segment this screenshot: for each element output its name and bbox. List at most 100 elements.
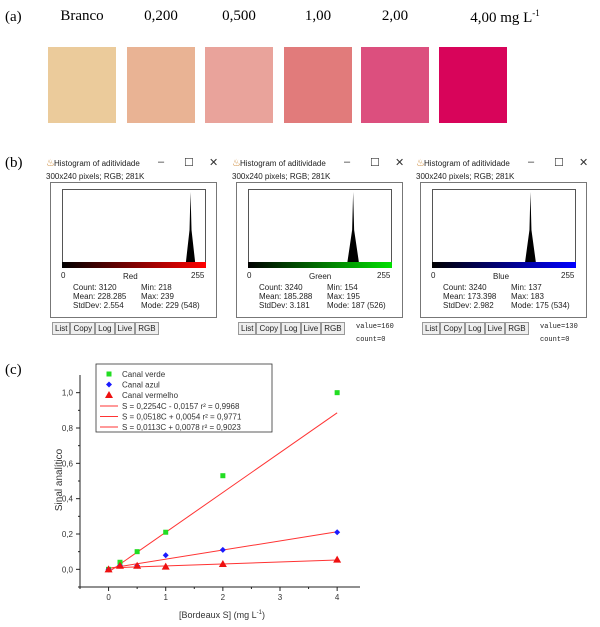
x-tick-label: 1: [163, 593, 168, 602]
count-readout: count=0: [356, 336, 386, 344]
concentration-text: 1,00: [304, 8, 332, 24]
cursor-readout: value=160 count=0: [356, 321, 394, 347]
maximize-button[interactable]: ☐: [184, 157, 194, 169]
copy-button[interactable]: Copy: [70, 322, 96, 335]
concentration-text: 0,500: [222, 8, 256, 24]
list-button[interactable]: List: [52, 322, 71, 335]
legend-fit-label: S = 0,0518C + 0,0054 r² = 0,9771: [122, 413, 242, 422]
panel-c-label: (c): [5, 362, 22, 378]
concentration-text: 2,00: [381, 8, 409, 24]
histogram-app-icon: ♨: [46, 158, 55, 169]
stat-stddev: StdDev: 2.554: [73, 301, 124, 310]
stats-right: Min: 154 Max: 195 Mode: 187 (526): [327, 283, 386, 310]
stat-mode: Mode: 175 (534): [511, 301, 570, 310]
window-title: Histogram of aditividade: [54, 159, 140, 168]
list-button[interactable]: List: [238, 322, 257, 335]
channel-gradient: [62, 262, 206, 268]
maximize-button[interactable]: ☐: [554, 157, 564, 169]
axis-min-label: 0: [431, 271, 436, 280]
concentration-text: 0,200: [144, 8, 178, 24]
stat-stddev: StdDev: 2.982: [443, 301, 494, 310]
histogram-peak: [347, 192, 359, 262]
value-readout: value=130: [540, 323, 578, 331]
stats-right: Min: 137 Max: 183 Mode: 175 (534): [511, 283, 570, 310]
y-tick-label: 0,6: [62, 459, 74, 468]
y-tick-label: 1,0: [62, 389, 74, 398]
color-swatch: [361, 47, 429, 123]
histogram-app-icon: ♨: [416, 158, 425, 169]
maximize-button[interactable]: ☐: [370, 157, 380, 169]
live-button[interactable]: Live: [484, 322, 506, 335]
stat-mean: Mean: 173.398: [443, 292, 497, 301]
unit-superscript: -1: [532, 8, 540, 18]
legend-fit-label: S = 0,0113C + 0,0078 r² = 0,9023: [122, 423, 241, 432]
color-swatch: [284, 47, 352, 123]
legend-label: Canal verde: [122, 370, 166, 379]
concentration-label: Branco: [60, 8, 103, 25]
histogram-panel: 0 255 Red Count: 3120 Mean: 228.285 StdDev: 2…: [50, 182, 217, 318]
live-button[interactable]: Live: [300, 322, 322, 335]
data-point: [104, 565, 113, 573]
color-swatch: [127, 47, 195, 123]
histogram-window: ♨ Histogram of aditividade – ☐ ✕ 300x240 pixe…: [232, 156, 417, 348]
panel-b-label: (b): [5, 155, 23, 171]
data-point: [218, 560, 227, 568]
histogram-panel: 0 255 Green Count: 3240 Mean: 185.288 StdDev:…: [236, 182, 403, 318]
channel-gradient: [432, 262, 576, 268]
stat-max: Max: 183: [511, 292, 544, 301]
rgb-button[interactable]: RGB: [321, 322, 345, 335]
x-tick-label: 0: [106, 593, 111, 602]
count-readout: count=0: [540, 336, 570, 344]
legend-box: [95, 363, 273, 433]
log-button[interactable]: Log: [465, 322, 485, 335]
data-point: [162, 552, 169, 559]
copy-button[interactable]: Copy: [440, 322, 466, 335]
stat-mode: Mode: 187 (526): [327, 301, 386, 310]
close-button[interactable]: ✕: [209, 157, 219, 169]
window-title: Histogram of aditividade: [240, 159, 326, 168]
image-info: 300x240 pixels; RGB; 281K: [232, 172, 331, 181]
channel-label: Blue: [493, 272, 510, 281]
list-button[interactable]: List: [422, 322, 441, 335]
stats-right: Min: 218 Max: 239 Mode: 229 (548): [141, 283, 200, 310]
close-button[interactable]: ✕: [395, 157, 405, 169]
rgb-button[interactable]: RGB: [505, 322, 529, 335]
stats-left: Count: 3120 Mean: 228.285 StdDev: 2.554: [73, 283, 126, 310]
button-bar: List Copy Log Live RGB: [238, 322, 345, 335]
log-button[interactable]: Log: [281, 322, 301, 335]
channel-label: Green: [309, 272, 332, 281]
axis-max-label: 255: [377, 271, 391, 280]
concentration-text: Branco: [60, 8, 104, 24]
minimize-button[interactable]: –: [344, 156, 351, 168]
data-point: [219, 546, 226, 553]
histogram-peak: [525, 192, 536, 262]
histogram-window: ♨ Histogram of aditividade – ☐ ✕ 300x240 pixe…: [416, 156, 600, 348]
log-button[interactable]: Log: [95, 322, 115, 335]
data-point: [334, 390, 340, 396]
legend-fit-label: S = 0,2254C - 0,0157 r² = 0,9968: [122, 402, 240, 411]
close-button[interactable]: ✕: [579, 157, 589, 169]
legend-marker: [106, 381, 112, 388]
histogram-panel: 0 255 Blue Count: 3240 Mean: 173.398 StdDev: …: [420, 182, 587, 318]
cursor-readout: value=130 count=0: [540, 321, 578, 347]
panel-a-label: (a): [5, 9, 22, 25]
stat-stddev: StdDev: 3.181: [259, 301, 310, 310]
live-button[interactable]: Live: [114, 322, 136, 335]
x-tick-label: 2: [221, 593, 226, 602]
copy-button[interactable]: Copy: [256, 322, 282, 335]
concentration-label: 2,00: [382, 8, 408, 25]
x-tick-label: 3: [278, 593, 283, 602]
stat-min: Min: 137: [511, 283, 542, 292]
stat-max: Max: 239: [141, 292, 174, 301]
y-tick-label: 0,2: [62, 530, 74, 539]
rgb-button[interactable]: RGB: [135, 322, 159, 335]
minimize-button[interactable]: –: [158, 156, 165, 168]
image-info: 300x240 pixels; RGB; 281K: [416, 172, 515, 181]
minimize-button[interactable]: –: [528, 156, 535, 168]
histogram-window: ♨ Histogram of aditividade – ☐ ✕ 300x240 pixe…: [46, 156, 231, 348]
concentration-label: 4,00 mg L-1: [470, 8, 540, 27]
value-readout: value=160: [356, 323, 394, 331]
stat-max: Max: 195: [327, 292, 360, 301]
legend-marker: [106, 371, 112, 377]
